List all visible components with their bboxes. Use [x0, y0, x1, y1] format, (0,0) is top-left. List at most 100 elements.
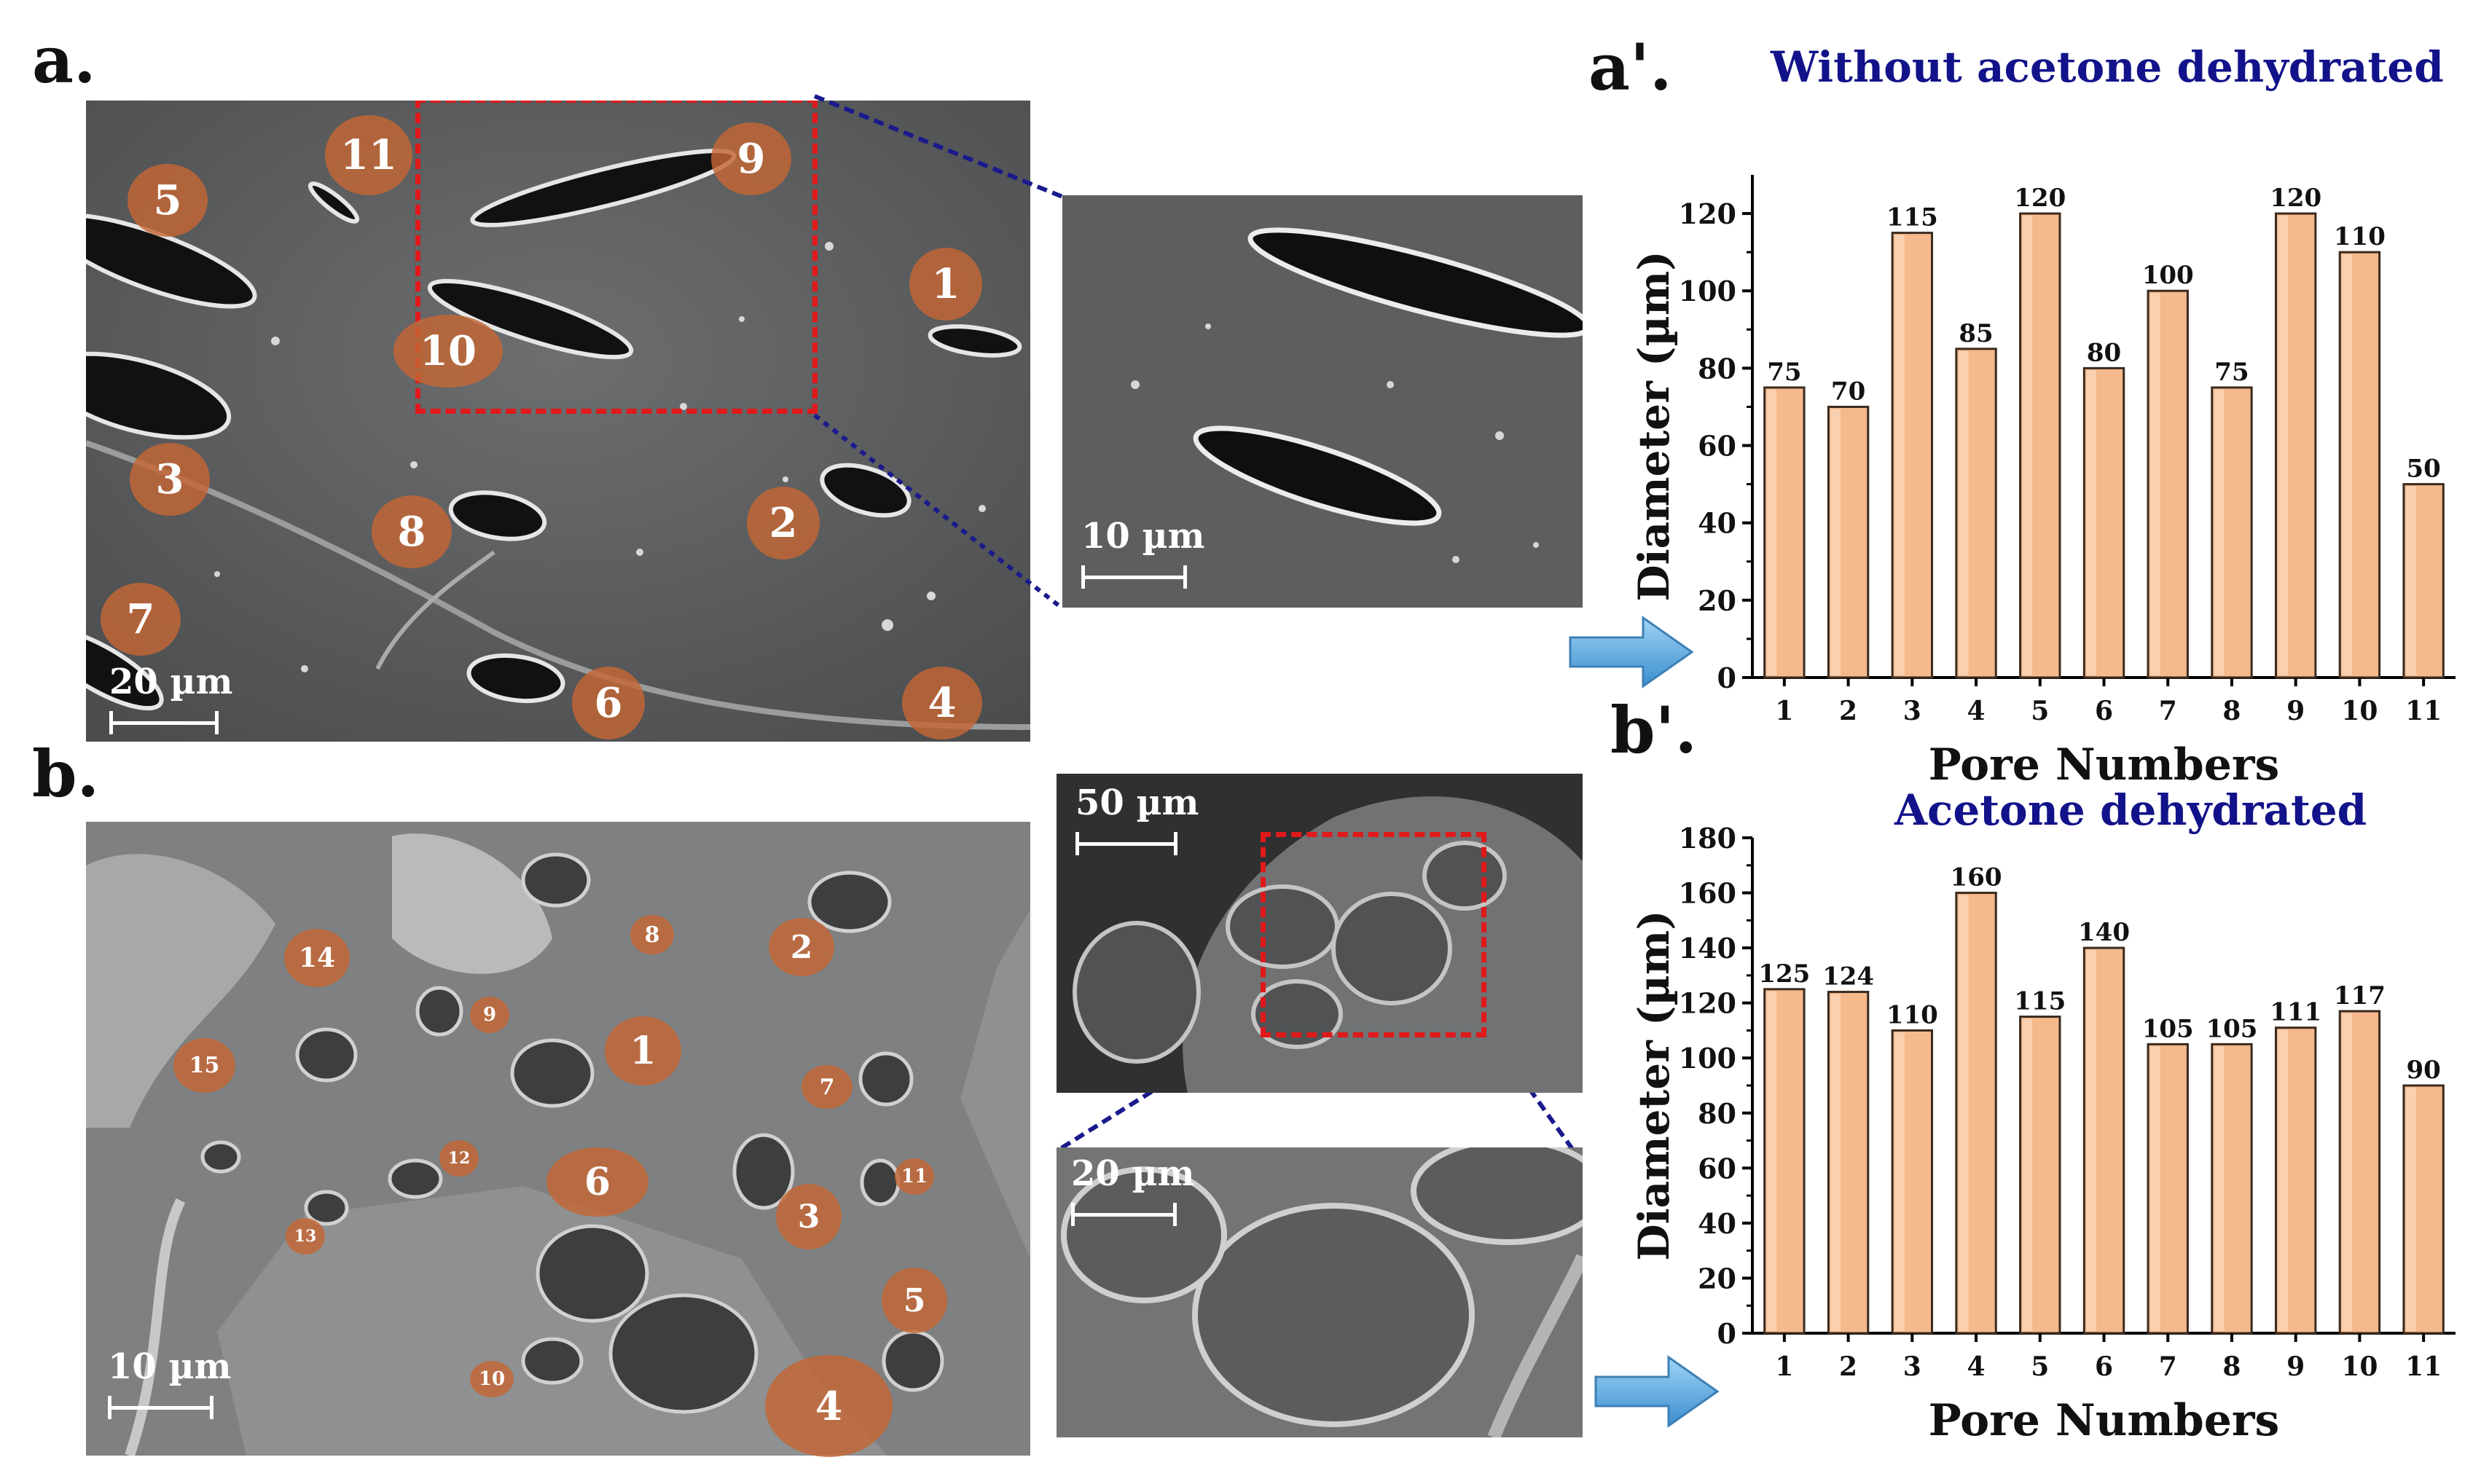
bar-group: 120	[2014, 184, 2066, 679]
y-tick-label: 120	[1679, 197, 1736, 230]
bar-group: 80	[2082, 338, 2125, 679]
bar-group: 125	[1758, 959, 1810, 1335]
bar-highlight	[2086, 370, 2096, 675]
x-tick-label: 1	[1775, 1351, 1793, 1382]
pore-marker-b-11: 11	[895, 1158, 934, 1195]
bar-group: 115	[1886, 203, 1938, 679]
chart-title-b: Acetone dehydrated	[1894, 785, 2367, 835]
chart-title-a: Without acetone dehydrated	[1771, 42, 2444, 92]
x-tick-label: 10	[2341, 696, 2378, 726]
bar-highlight	[1958, 895, 1969, 1331]
bar-highlight	[2342, 1013, 2352, 1331]
data-label: 105	[2142, 1014, 2194, 1043]
x-tick-label: 2	[1839, 1351, 1857, 1382]
bar-group: 110	[1886, 1000, 1938, 1335]
y-tick-label: 100	[1679, 275, 1736, 307]
pore-marker-b-14: 14	[284, 929, 350, 987]
bar-group: 90	[2402, 1056, 2445, 1335]
y-tick-label: 0	[1717, 661, 1736, 694]
sem-zoom-b: 20 µm	[1057, 1147, 1583, 1437]
right-arrow-icon	[1569, 616, 1694, 688]
bar-highlight	[1894, 235, 1905, 676]
bar-group: 105	[2142, 1014, 2194, 1335]
y-tick-label: 60	[1698, 430, 1736, 463]
scale-bar-a-main: 20 µm	[109, 661, 232, 734]
y-tick-label: 80	[1698, 352, 1736, 385]
x-tick-label: 3	[1903, 696, 1921, 726]
pore-marker-a-11: 11	[325, 115, 412, 195]
x-tick-label: 7	[2159, 696, 2177, 726]
sem-image-a: 20 µm	[86, 101, 1030, 742]
y-tick-label: 120	[1679, 987, 1736, 1020]
x-tick-label: 6	[2095, 696, 2113, 726]
data-label: 111	[2270, 998, 2321, 1027]
bar-highlight	[2342, 254, 2352, 676]
x-tick-label: 3	[1903, 1351, 1921, 1382]
data-label: 100	[2142, 261, 2194, 290]
pore-marker-a-6: 6	[572, 667, 645, 739]
bar-highlight	[2214, 1046, 2225, 1331]
bar-highlight	[2150, 1046, 2160, 1331]
bar-highlight	[2278, 216, 2289, 675]
pore-marker-b-4: 4	[765, 1355, 893, 1457]
bar-group: 120	[2270, 184, 2321, 679]
right-arrow-icon-2	[1594, 1355, 1720, 1428]
bar-highlight	[1830, 409, 1841, 675]
data-label: 120	[2014, 184, 2066, 213]
x-tick-label: 11	[2405, 1351, 2442, 1382]
pore-marker-a-4: 4	[902, 667, 982, 739]
pore-marker-b-1: 1	[605, 1016, 681, 1085]
x-axis-label: Pore Numbers	[1929, 1395, 2280, 1446]
pore-marker-b-5: 5	[882, 1268, 947, 1333]
pore-marker-a-10: 10	[393, 315, 503, 388]
data-label: 90	[2406, 1056, 2440, 1085]
scale-bar-b-main: 10 µm	[108, 1346, 231, 1419]
bar-group: 160	[1951, 863, 2002, 1335]
bar-highlight	[1766, 389, 1777, 675]
bar-chart-without-acetone: 0 20 40 60 80 100 120 75 1 70 2 115 3 85 4 120 5 80 6 100 7 7…	[1629, 175, 2456, 790]
pore-marker-b-15: 15	[173, 1038, 235, 1093]
panel-label-a: a.	[32, 22, 96, 98]
data-label: 85	[1959, 319, 1993, 348]
y-tick-label: 20	[1698, 584, 1736, 617]
data-label: 140	[2078, 918, 2130, 947]
bar-highlight	[1830, 994, 1841, 1331]
x-tick-label: 1	[1775, 696, 1793, 726]
zoom-box-b	[1261, 832, 1486, 1037]
pore-marker-b-2: 2	[769, 918, 834, 976]
pore-marker-b-10: 10	[470, 1361, 514, 1397]
y-tick-label: 60	[1698, 1152, 1736, 1185]
panel-label-b-prime: b'.	[1610, 692, 1698, 768]
bar-group: 105	[2206, 1014, 2257, 1335]
bar-group: 110	[2334, 222, 2386, 679]
bar-highlight	[2022, 1018, 2033, 1331]
zoom-box-a	[415, 101, 818, 414]
y-tick-label: 160	[1679, 877, 1736, 910]
pore-marker-a-3: 3	[130, 443, 210, 516]
data-label: 110	[1886, 1000, 1938, 1029]
x-axis-label: Pore Numbers	[1929, 739, 2280, 790]
y-tick-label: 180	[1679, 822, 1736, 855]
y-tick-label: 80	[1698, 1097, 1736, 1130]
data-label: 115	[2014, 987, 2066, 1016]
bar-highlight	[2022, 216, 2033, 675]
pore-marker-b-7: 7	[802, 1065, 853, 1109]
data-label: 117	[2334, 981, 2386, 1010]
pore-marker-a-7: 7	[101, 583, 181, 656]
pore-marker-a-5: 5	[128, 164, 208, 237]
y-tick-label: 140	[1679, 932, 1736, 965]
sem-zoom-a: 10 µm	[1062, 195, 1583, 608]
pore-marker-a-1: 1	[909, 248, 982, 321]
data-label: 105	[2206, 1014, 2257, 1043]
data-label: 110	[2334, 222, 2386, 251]
bar-highlight	[2278, 1029, 2289, 1331]
bar-group: 75	[1763, 358, 1806, 679]
bar-group: 85	[1955, 319, 1997, 679]
data-label: 80	[2087, 338, 2121, 367]
pore-marker-a-2: 2	[747, 487, 820, 560]
y-tick-label: 40	[1698, 507, 1736, 540]
y-tick-label: 100	[1679, 1042, 1736, 1075]
scale-bar-b-top: 50 µm	[1075, 782, 1199, 855]
panel-label-b: b.	[32, 736, 100, 812]
bar-group: 117	[2334, 981, 2386, 1335]
